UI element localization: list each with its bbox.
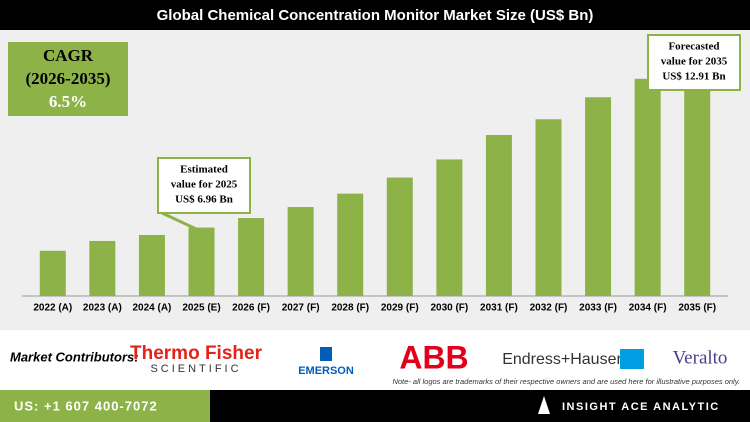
footer-right [210,390,750,422]
x-tick-label: 2032 (F) [530,303,568,314]
callout-text: Estimated [180,164,228,176]
callout-text: value for 2035 [661,56,728,68]
callout-text: US$ 12.91 Bn [662,71,725,83]
bar [634,78,661,296]
x-tick-label: 2027 (F) [282,303,320,314]
cagr-value: 6.5% [49,92,87,111]
x-tick-label: 2025 (E) [182,303,220,314]
cagr-label: CAGR [43,46,94,65]
bar [238,218,265,296]
cagr-box [8,42,128,116]
x-tick-label: 2022 (A) [33,303,72,314]
footer-phone: US: +1 607 400-7072 [14,398,158,413]
callout-box [157,157,251,214]
callout-text: value for 2025 [171,179,238,191]
logo: SCIENTIFIC [150,363,241,375]
bar [138,235,165,296]
x-tick-label: 2028 (F) [331,303,369,314]
callout-box [647,34,741,91]
cagr-period: (2026-2035) [26,69,111,88]
note: Note- all logos are trademarks of their … [392,377,740,386]
logo: EMERSON [298,365,354,377]
bar [287,207,314,296]
chart-title: Global Chemical Concentration Monitor Ma… [157,7,594,24]
x-tick-label: 2026 (F) [232,303,270,314]
footer-left [0,390,210,422]
x-tick-label: 2033 (F) [579,303,617,314]
bar [386,177,413,296]
bar [89,240,116,296]
logo-icon [620,349,644,369]
x-tick-label: 2034 (F) [629,303,667,314]
brand-icon [538,396,550,414]
x-tick-label: 2023 (A) [83,303,122,314]
callout-line [161,211,199,231]
contributors-label: Market Contributors: [10,349,139,364]
bar [39,250,66,296]
bar [337,193,364,296]
callout-text: Forecasted [668,41,719,53]
footer-brand: INSIGHT ACE ANALYTIC [562,401,720,413]
logo-icon [320,347,332,361]
bar [684,50,711,297]
logo: Veralto [673,347,728,368]
logo: ABB [399,339,468,375]
x-tick-label: 2029 (F) [381,303,419,314]
bar [188,227,215,296]
bar [535,119,562,296]
x-tick-label: 2024 (A) [132,303,171,314]
bar [585,97,612,296]
bar [485,135,512,296]
title-bar [0,0,750,30]
logo: Thermo Fisher [130,343,263,364]
x-tick-label: 2035 (F) [678,303,716,314]
bar [436,159,463,296]
x-tick-label: 2030 (F) [430,303,468,314]
logo: Endress+Hauser [502,351,622,368]
x-tick-label: 2031 (F) [480,303,518,314]
callout-text: US$ 6.96 Bn [175,194,233,206]
